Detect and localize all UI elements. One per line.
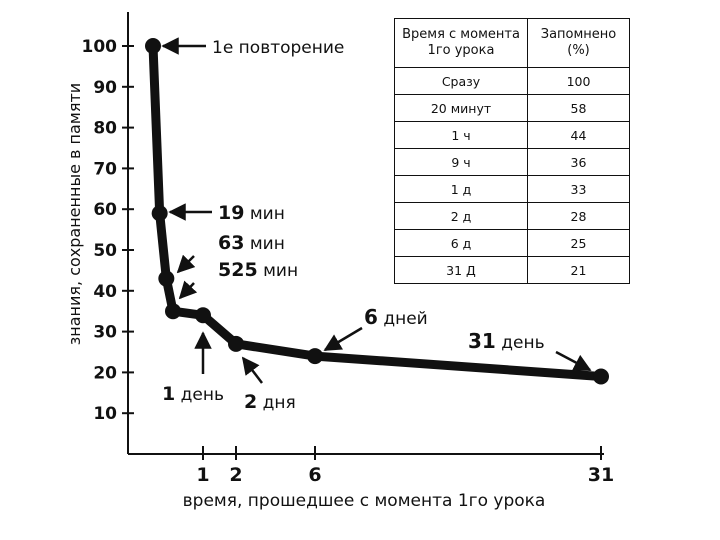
table-header-retained: Запомнено (%) [527,18,630,68]
arrow-2days [241,356,263,384]
label-525min: 525 мин [218,259,298,281]
table-cell-retained: 44 [527,121,630,149]
y-tick-label: 10 [93,404,117,424]
table-cell-time: 1 ч [394,121,528,149]
y-tick-label: 20 [93,363,117,383]
label-6days-num: 6 [364,305,378,329]
arrow-6days [323,326,363,352]
table-header-retained-line1: Запомнено [540,27,617,42]
table-row: 31 Д 21 [394,256,630,284]
table-row: 9 ч 36 [394,148,630,176]
retention-table: Время с момента 1го урока Запомнено (%) … [394,18,630,284]
table-cell-time: 2 д [394,202,528,230]
x-tick-label: 6 [308,464,321,486]
y-tick-label: 30 [93,323,117,343]
table-cell-time: 9 ч [394,148,528,176]
table-cell-retained: 25 [527,229,630,257]
y-tick-label: 50 [93,241,117,261]
label-1e-repeat: 1е повторение [212,38,344,58]
label-1day-unit: день [175,385,224,405]
label-2days: 2 дня [244,391,296,413]
label-2days-unit: дня [257,393,296,413]
arrow-63min [176,254,196,274]
label-2days-num: 2 [244,391,257,413]
arrow-525min [178,280,198,300]
table-header-time-line1: Время с момента [402,27,520,42]
table-row: 6 д 25 [394,229,630,257]
label-31days: 31 день [468,329,545,353]
table-header-time-line2: 1го урока [427,43,495,58]
table-row: 1 д 33 [394,175,630,203]
label-63min-num: 63 [218,232,244,254]
table-header-row: Время с момента 1го урока Запомнено (%) [394,18,630,68]
table-header-time: Время с момента 1го урока [394,18,528,68]
label-19min-unit: мин [244,204,284,224]
data-point [145,38,161,54]
y-tick-label: 40 [93,282,117,302]
table-cell-retained: 21 [527,256,630,284]
label-31days-unit: день [496,333,545,353]
label-19min-num: 19 [218,202,244,224]
data-point [228,335,244,352]
retention-curve [148,41,606,381]
y-tick-label: 60 [93,200,117,220]
table-cell-time: 6 д [394,229,528,257]
table-cell-time: Сразу [394,67,528,95]
table-cell-retained: 100 [527,67,630,95]
table-header-retained-line2: (%) [567,43,590,58]
data-point [165,303,181,320]
y-axis-label: знания, сохраненные в памяти [65,83,84,345]
label-19min: 19 мин [218,202,285,224]
x-tick-label: 1 [196,464,209,486]
table-cell-retained: 33 [527,175,630,203]
y-tick-label: 70 [93,159,117,179]
table-cell-time: 1 д [394,175,528,203]
x-axis-label: время, прошедшее с момента 1го урока [183,491,546,511]
label-525min-num: 525 [218,259,258,281]
table-cell-retained: 36 [527,148,630,176]
table-cell-time: 31 Д [394,256,528,284]
table-cell-retained: 58 [527,94,630,122]
y-tick-label: 80 [93,119,117,139]
data-point [158,270,175,287]
table-cell-time: 20 минут [394,94,528,122]
table-row: Сразу 100 [394,67,630,95]
arrow-31days [555,350,592,372]
label-6days: 6 дней [364,305,428,329]
table-row: 2 д 28 [394,202,630,230]
label-525min-unit: мин [258,261,298,281]
data-point [195,307,211,324]
label-1day-num: 1 [162,383,175,405]
table-cell-retained: 28 [527,202,630,230]
label-6days-unit: дней [378,309,428,329]
x-tick-label: 31 [588,464,614,486]
x-tick-label: 2 [229,464,242,486]
label-63min-unit: мин [244,234,284,254]
y-tick-label: 90 [93,78,117,98]
data-point [593,368,609,385]
data-point [151,205,168,222]
label-63min: 63 мин [218,232,285,254]
label-1day: 1 день [162,383,224,405]
table-row: 20 минут 58 [394,94,630,122]
table-row: 1 ч 44 [394,121,630,149]
label-31days-num: 31 [468,329,496,353]
data-point [307,348,323,365]
y-tick-label: 100 [82,37,118,57]
